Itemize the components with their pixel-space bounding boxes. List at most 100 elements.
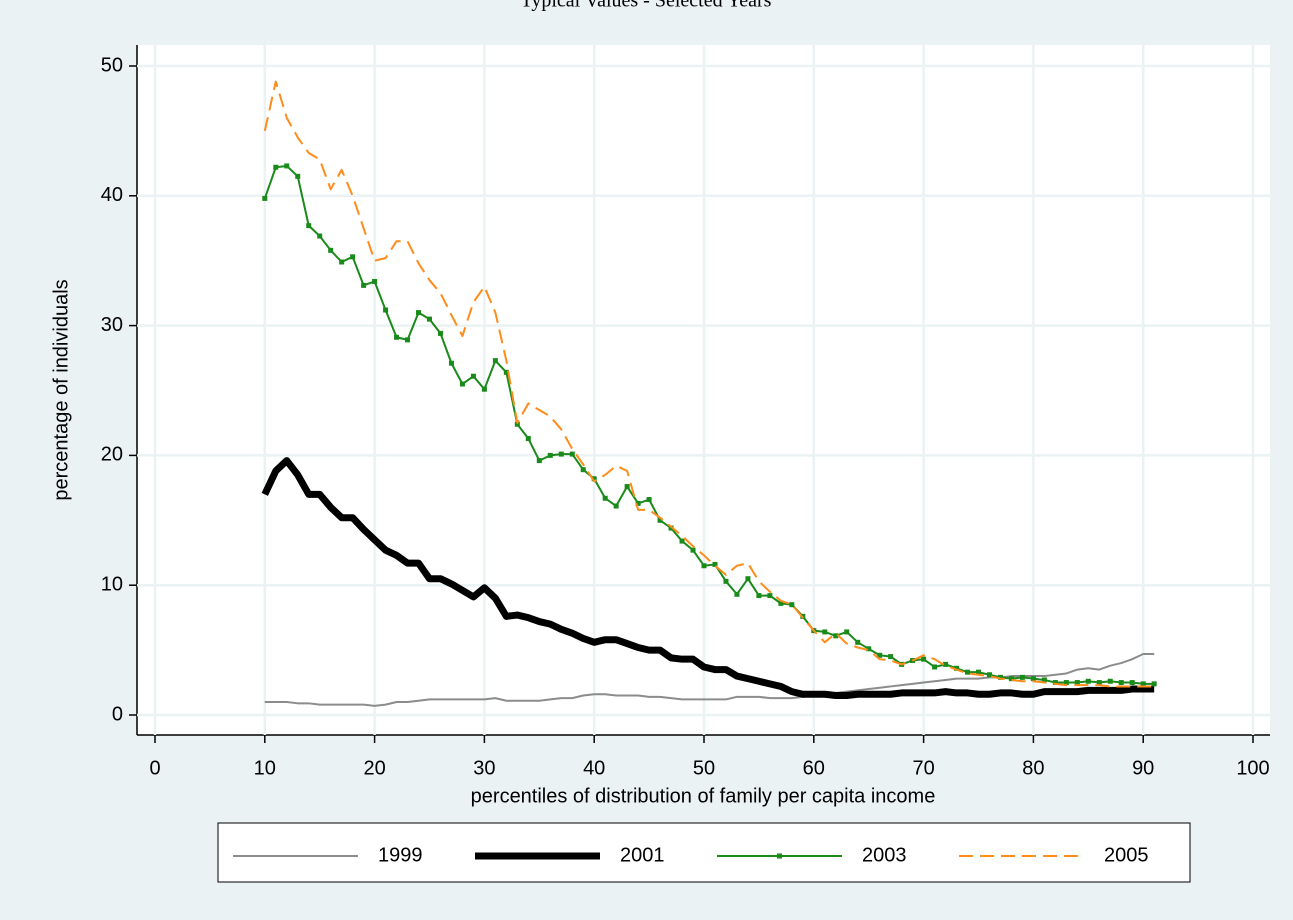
data-point — [1041, 677, 1047, 683]
data-point — [525, 436, 531, 442]
data-point — [1151, 681, 1157, 687]
x-tick-label: 70 — [912, 757, 934, 779]
data-point — [1052, 680, 1058, 686]
data-point — [789, 602, 795, 608]
data-point — [361, 282, 367, 288]
data-point — [602, 495, 608, 501]
data-point — [328, 247, 334, 253]
y-tick-label: 0 — [112, 703, 123, 725]
data-point — [372, 278, 378, 284]
data-point — [954, 665, 960, 671]
chart-title: Typical Values - Selected Years — [521, 0, 772, 12]
data-point — [679, 538, 685, 544]
data-point — [1085, 678, 1091, 684]
data-point — [986, 672, 992, 678]
data-point — [1107, 678, 1113, 684]
x-tick-label: 80 — [1022, 757, 1044, 779]
data-point — [416, 310, 422, 316]
data-point — [997, 674, 1003, 680]
data-point — [624, 484, 630, 490]
data-point — [855, 639, 861, 645]
data-point — [295, 173, 301, 179]
legend — [217, 822, 1191, 883]
y-tick-label: 10 — [101, 573, 123, 595]
data-point — [1140, 681, 1146, 687]
legend-marker — [777, 853, 782, 859]
data-point — [580, 467, 586, 473]
data-point — [1074, 680, 1080, 686]
data-point — [427, 316, 432, 322]
y-tick-label: 20 — [101, 444, 123, 466]
x-tick-label: 50 — [693, 757, 715, 779]
data-point — [558, 451, 564, 457]
data-point — [723, 578, 729, 584]
data-point — [262, 195, 268, 201]
data-point — [1008, 676, 1014, 682]
data-point — [767, 593, 773, 599]
legend-label: 2001 — [620, 844, 665, 866]
data-point — [437, 330, 443, 336]
data-point — [1063, 680, 1069, 686]
data-point — [547, 452, 553, 458]
series-line — [263, 80, 1155, 688]
data-point — [536, 458, 542, 464]
legend-label: 1999 — [378, 844, 423, 866]
data-point — [833, 633, 839, 639]
y-tick-label: 40 — [101, 184, 123, 206]
data-point — [459, 381, 465, 387]
data-point — [273, 164, 279, 170]
data-point — [613, 503, 619, 509]
data-point — [591, 476, 597, 482]
data-point — [350, 254, 356, 260]
data-point — [1129, 680, 1135, 686]
data-point — [306, 223, 312, 229]
data-point — [394, 334, 400, 340]
x-tick-label: 100 — [1236, 757, 1269, 779]
data-point — [646, 497, 652, 503]
data-point — [383, 307, 389, 313]
data-point — [756, 593, 762, 599]
legend-label: 2003 — [862, 844, 907, 866]
data-point — [448, 360, 454, 366]
data-point — [943, 661, 949, 667]
data-point — [976, 669, 981, 675]
data-point — [1019, 674, 1025, 680]
data-point — [712, 561, 718, 567]
data-point — [492, 358, 498, 364]
data-point — [317, 233, 323, 239]
y-tick-label: 30 — [101, 314, 123, 336]
data-point — [470, 373, 476, 379]
data-point — [657, 517, 663, 523]
data-point — [745, 576, 751, 582]
data-point — [701, 563, 707, 569]
x-tick-label: 60 — [803, 757, 825, 779]
data-point — [778, 600, 784, 606]
data-point — [284, 163, 290, 169]
x-tick-label: 90 — [1132, 757, 1154, 779]
x-tick-label: 40 — [583, 757, 605, 779]
data-point — [514, 421, 520, 427]
data-point — [668, 525, 674, 531]
data-point — [888, 654, 894, 660]
data-point — [822, 629, 828, 635]
x-tick-label: 20 — [363, 757, 385, 779]
data-point — [481, 386, 487, 392]
data-point — [690, 547, 696, 553]
data-point — [877, 652, 883, 658]
data-point — [503, 369, 509, 375]
data-point — [1030, 676, 1036, 682]
data-point — [569, 451, 575, 457]
series-line — [264, 652, 1155, 707]
x-tick-label: 10 — [254, 757, 276, 779]
x-tick-label: 30 — [473, 757, 495, 779]
x-axis-label: percentiles of distribution of family pe… — [471, 785, 936, 807]
series-line — [263, 164, 1155, 685]
data-point — [339, 259, 345, 265]
legend-label: 2005 — [1104, 844, 1149, 866]
x-tick-label: 0 — [149, 757, 160, 779]
data-point — [734, 591, 740, 597]
series-line — [261, 457, 1155, 700]
data-point — [844, 629, 850, 635]
data-point — [1118, 680, 1124, 686]
